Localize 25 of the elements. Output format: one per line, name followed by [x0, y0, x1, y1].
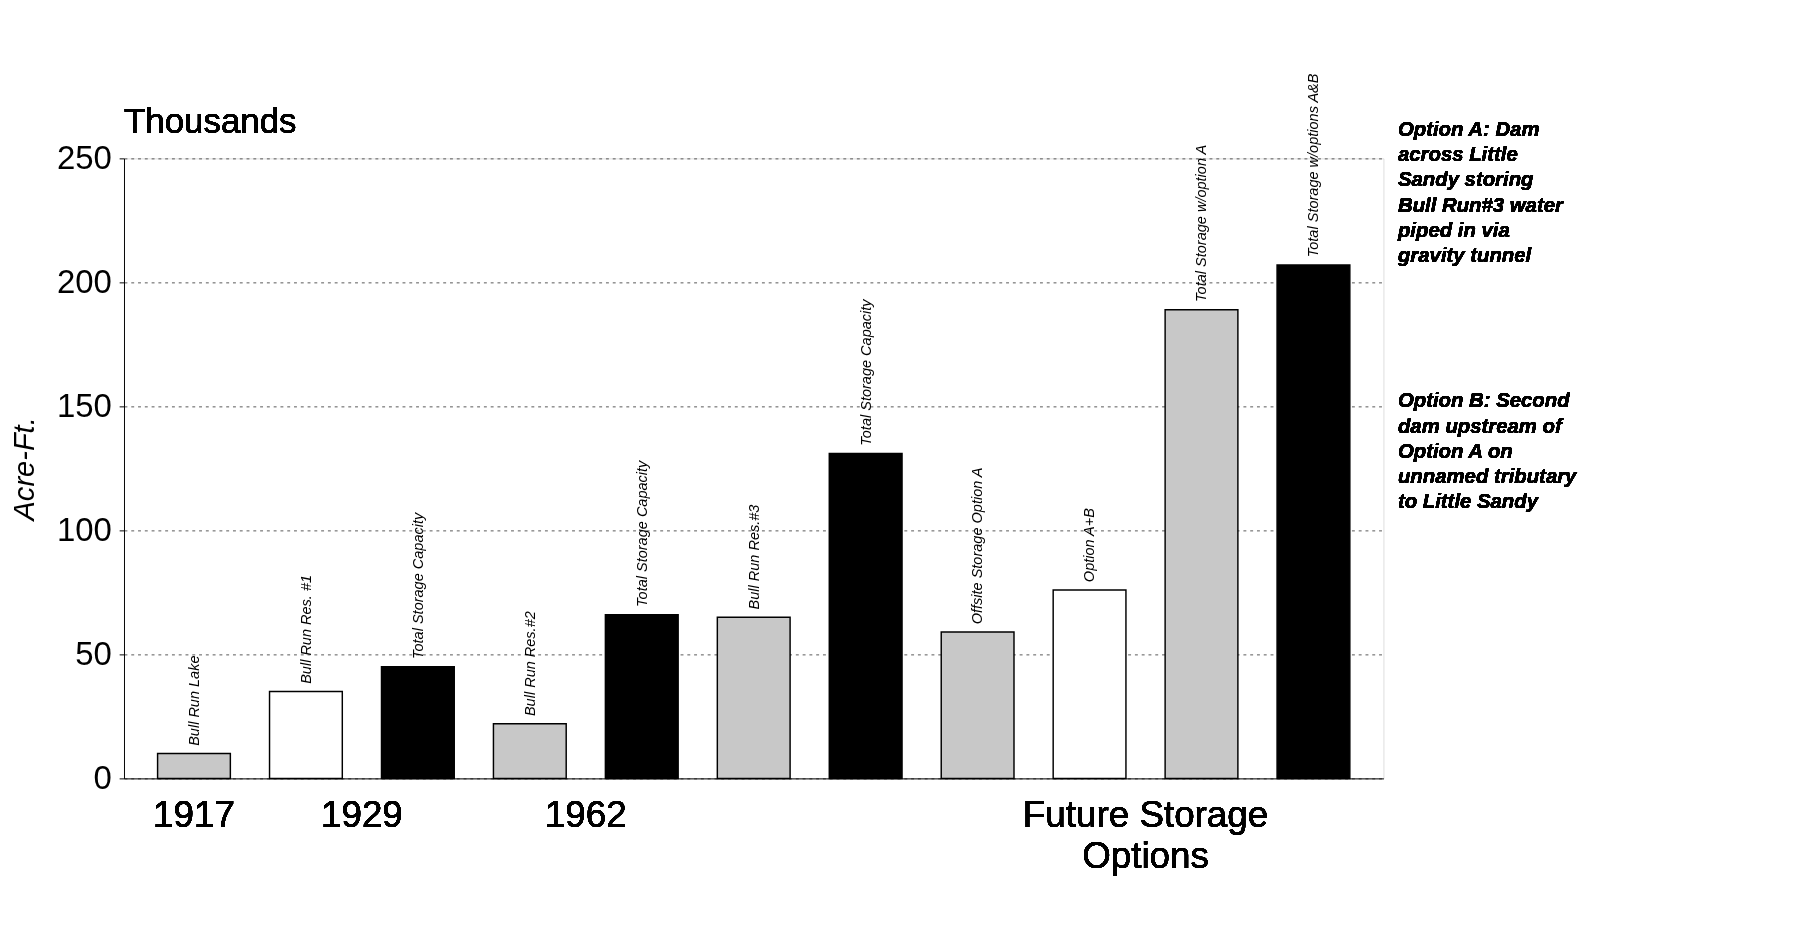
- x-tick-label: Total Storage Capacity: [633, 459, 650, 607]
- y-tick-label: 150: [56, 386, 112, 424]
- text: Thousands: [124, 101, 297, 141]
- y-tick-label: 50: [75, 634, 112, 672]
- text: 1929: [320, 793, 403, 835]
- x-tick-label: Total Storage Capacity: [409, 511, 426, 660]
- x-tick-label: Bull Run Res.#3: [745, 504, 762, 610]
- x-tick-label: Bull Run Lake: [185, 655, 202, 746]
- text: 1962: [544, 793, 627, 835]
- x-tick-label: Total Storage w/options A&B: [1305, 73, 1322, 258]
- text: Option A: Dam across Little Sandy storing Bull Run#3 water piped in via gravity tunnel: [1396, 118, 1564, 267]
- text: Option B: Second dam upstream of Option A on unnamed tributary to Little Sandy: [1397, 389, 1579, 513]
- x-tick-label: Total Storage Capacity: [857, 298, 874, 446]
- y-tick-label: 200: [56, 262, 112, 300]
- x-tick-label: Total Storage w/option A: [1193, 144, 1210, 302]
- y-axis-title: Acre-Ft.: [7, 417, 40, 523]
- text: Future Storage Options: [1022, 793, 1269, 876]
- x-tick-label: Option A+B: [1081, 507, 1098, 583]
- text: 1917: [153, 793, 235, 835]
- x-tick-label: Bull Run Res.#2: [521, 611, 538, 717]
- y-tick-label: 100: [56, 510, 112, 548]
- y-tick-label: 250: [56, 138, 112, 176]
- x-tick-label: Offsite Storage Option A: [969, 467, 986, 625]
- x-tick-label: Bull Run Res. #1: [297, 574, 314, 684]
- y-tick-label: 0: [93, 758, 112, 796]
